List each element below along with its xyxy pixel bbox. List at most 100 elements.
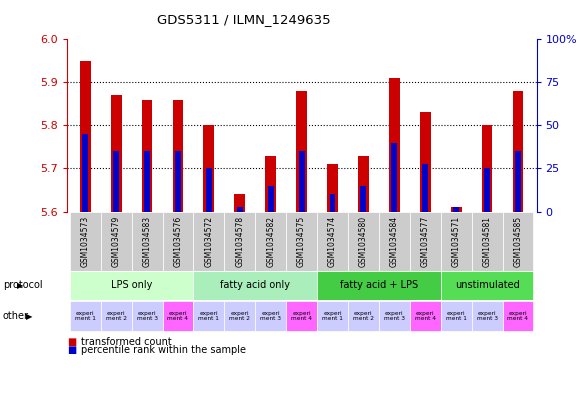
Bar	[82, 134, 88, 211]
Bar	[237, 207, 243, 211]
Text: experi
ment 1: experi ment 1	[322, 311, 343, 321]
Text: GDS5311 / ILMN_1249635: GDS5311 / ILMN_1249635	[157, 13, 331, 26]
Bar	[132, 211, 162, 270]
Text: experi
ment 3: experi ment 3	[477, 311, 498, 321]
Text: experi
ment 2: experi ment 2	[106, 311, 126, 321]
Bar	[472, 211, 502, 270]
Text: GSM1034573: GSM1034573	[81, 215, 90, 267]
Text: experi
ment 4: experi ment 4	[168, 311, 188, 321]
Bar	[224, 301, 255, 331]
Bar	[502, 211, 534, 270]
Bar	[513, 91, 523, 211]
Bar	[193, 211, 224, 270]
Text: GSM1034581: GSM1034581	[483, 215, 491, 266]
Bar	[144, 151, 150, 211]
Text: GSM1034582: GSM1034582	[266, 215, 275, 266]
Text: transformed count: transformed count	[81, 337, 172, 347]
Text: ■: ■	[67, 337, 76, 347]
Bar	[327, 164, 338, 211]
Text: experi
ment 3: experi ment 3	[136, 311, 158, 321]
Text: GSM1034579: GSM1034579	[112, 215, 121, 267]
Bar	[193, 271, 317, 299]
Bar	[206, 169, 212, 211]
Text: GSM1034574: GSM1034574	[328, 215, 337, 267]
Text: GSM1034580: GSM1034580	[359, 215, 368, 266]
Bar	[329, 194, 335, 211]
Bar	[234, 194, 245, 211]
Text: experi
ment 1: experi ment 1	[445, 311, 466, 321]
Text: percentile rank within the sample: percentile rank within the sample	[81, 345, 246, 355]
Bar	[70, 301, 101, 331]
Bar	[379, 211, 410, 270]
Bar	[224, 211, 255, 270]
Bar	[255, 301, 286, 331]
Text: experi
ment 2: experi ment 2	[353, 311, 374, 321]
Bar	[392, 143, 397, 211]
Bar	[162, 211, 193, 270]
Text: GSM1034571: GSM1034571	[452, 215, 461, 266]
Bar	[451, 207, 462, 211]
Text: GSM1034572: GSM1034572	[204, 215, 213, 266]
Bar	[515, 151, 521, 211]
Text: experi
ment 3: experi ment 3	[384, 311, 405, 321]
Bar	[472, 301, 502, 331]
Bar	[441, 301, 472, 331]
Text: GSM1034577: GSM1034577	[420, 215, 430, 267]
Text: GSM1034575: GSM1034575	[297, 215, 306, 267]
Bar	[142, 99, 153, 211]
Bar	[268, 186, 274, 211]
Bar	[420, 112, 430, 211]
Bar	[453, 207, 459, 211]
Bar	[299, 151, 304, 211]
Text: GSM1034578: GSM1034578	[235, 215, 244, 266]
Text: experi
ment 4: experi ment 4	[508, 311, 528, 321]
Text: ▶: ▶	[17, 281, 24, 290]
Bar	[296, 91, 307, 211]
Bar	[173, 99, 183, 211]
Text: experi
ment 1: experi ment 1	[198, 311, 219, 321]
Text: GSM1034585: GSM1034585	[513, 215, 523, 266]
Text: LPS only: LPS only	[111, 280, 153, 290]
Bar	[348, 301, 379, 331]
Bar	[70, 211, 101, 270]
Text: ■: ■	[67, 345, 76, 355]
Bar	[410, 301, 441, 331]
Bar	[360, 186, 367, 211]
Bar	[101, 301, 132, 331]
Bar	[379, 301, 410, 331]
Text: fatty acid + LPS: fatty acid + LPS	[340, 280, 418, 290]
Bar	[317, 271, 441, 299]
Bar	[441, 211, 472, 270]
Text: experi
ment 1: experi ment 1	[75, 311, 96, 321]
Bar	[101, 211, 132, 270]
Bar	[193, 301, 224, 331]
Bar	[317, 211, 348, 270]
Bar	[422, 164, 428, 211]
Text: unstimulated: unstimulated	[455, 280, 520, 290]
Text: ▶: ▶	[26, 312, 32, 321]
Text: experi
ment 4: experi ment 4	[415, 311, 436, 321]
Bar	[410, 211, 441, 270]
Bar	[132, 301, 162, 331]
Text: GSM1034583: GSM1034583	[143, 215, 151, 266]
Text: protocol: protocol	[3, 280, 42, 290]
Bar	[175, 151, 181, 211]
Bar	[286, 301, 317, 331]
Text: other: other	[3, 311, 29, 321]
Text: fatty acid only: fatty acid only	[220, 280, 290, 290]
Bar	[204, 125, 214, 211]
Text: experi
ment 4: experi ment 4	[291, 311, 312, 321]
Bar	[255, 211, 286, 270]
Bar	[481, 125, 492, 211]
Text: GSM1034584: GSM1034584	[390, 215, 399, 266]
Bar	[502, 301, 534, 331]
Bar	[348, 211, 379, 270]
Bar	[484, 169, 490, 211]
Bar	[70, 271, 193, 299]
Bar	[111, 95, 122, 211]
Bar	[113, 151, 119, 211]
Bar	[286, 211, 317, 270]
Text: experi
ment 3: experi ment 3	[260, 311, 281, 321]
Bar	[389, 78, 400, 211]
Text: GSM1034576: GSM1034576	[173, 215, 183, 267]
